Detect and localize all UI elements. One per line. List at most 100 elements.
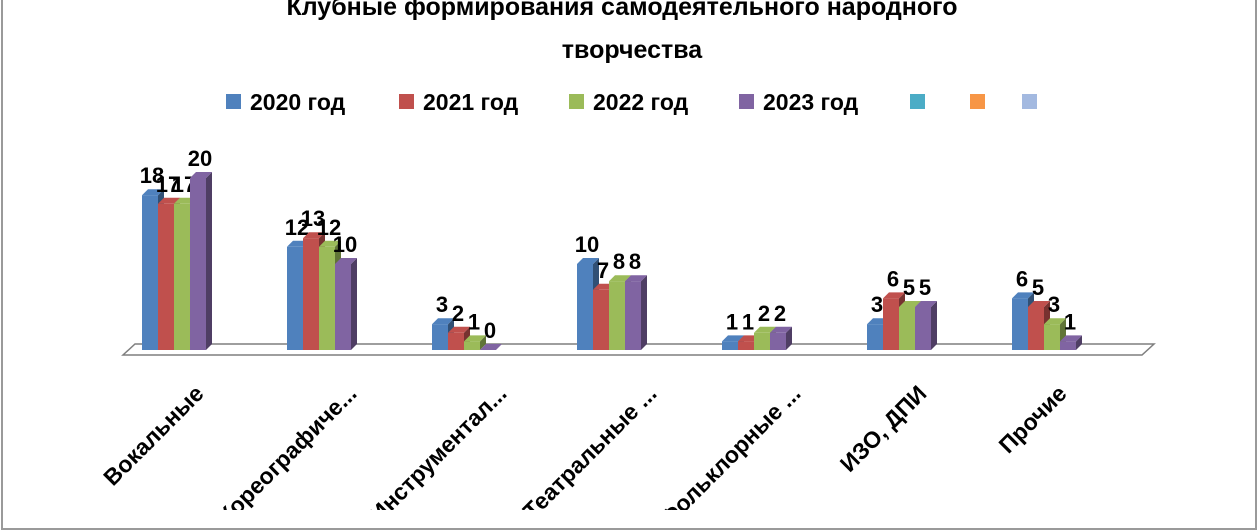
bar-front (174, 203, 190, 350)
bar-value-label: 3 (1048, 292, 1060, 317)
x-tick-label: Прочие (994, 380, 1072, 458)
legend-swatch (910, 94, 925, 109)
bar-front (1044, 324, 1060, 350)
bar-value-label: 8 (613, 249, 625, 274)
x-tick-label: Хореографиче... (212, 380, 362, 510)
bar-value-label: 2 (758, 301, 770, 326)
x-tick-label: Театральные ... (518, 380, 662, 510)
bar-7-series-4 (1060, 335, 1082, 350)
bar-front (577, 264, 593, 350)
bar-front (1060, 341, 1076, 350)
bar-value-label: 1 (742, 309, 754, 334)
bar-value-label: 3 (436, 292, 448, 317)
bar-top (190, 172, 212, 178)
bar-top (883, 292, 905, 299)
chart-legend: 2020 год 2021 год 2022 год 2023 год (226, 89, 1037, 115)
bar-3-series-4 (480, 344, 502, 350)
bar-value-label: 5 (903, 275, 915, 300)
bar-front (319, 246, 335, 350)
bar-value-label: 2 (452, 301, 464, 326)
bar-side (351, 258, 357, 350)
bar-2-series-4 (335, 258, 357, 350)
x-tick-label: Вокальные (98, 380, 208, 490)
bar-front (1012, 298, 1028, 350)
bar-top (754, 326, 776, 333)
legend-swatch (569, 94, 584, 109)
bar-value-label: 6 (1016, 266, 1028, 291)
bar-top (158, 197, 180, 204)
bar-top (432, 318, 454, 325)
bar-front (899, 307, 915, 350)
bar-value-label: 5 (1032, 275, 1044, 300)
bar-side (641, 275, 647, 350)
bar-value-label: 10 (333, 232, 357, 257)
bar-top (625, 275, 647, 282)
bar-value-label: 3 (871, 292, 883, 317)
bar-value-label: 12 (285, 215, 309, 240)
bar-front (609, 281, 625, 350)
bar-front (432, 324, 448, 350)
legend-swatch (970, 94, 985, 109)
bar-top (915, 301, 937, 307)
bar-value-label: 0 (484, 318, 496, 343)
bar-top (1060, 335, 1082, 342)
bar-top (303, 232, 325, 239)
legend-label: 2021 год (423, 89, 519, 115)
bar-top (319, 240, 341, 247)
bar-value-label: 1 (726, 309, 738, 334)
bar-front (915, 307, 931, 350)
bar-value-label: 2 (774, 301, 786, 326)
legend-swatch (1022, 94, 1037, 109)
x-axis-tick-labels: Вокальные Хореографиче... Инструментал... Т… (98, 380, 1071, 510)
bar-side (931, 301, 937, 350)
bar-top (609, 275, 631, 282)
bar-top (1012, 292, 1034, 299)
bar-front (464, 341, 480, 350)
bar-top (722, 335, 744, 342)
legend-label: 2023 год (763, 89, 859, 115)
bar-value-label: 18 (140, 163, 164, 188)
bar-top (464, 335, 486, 342)
bar-front (867, 324, 883, 350)
bar-6-series-4 (915, 301, 937, 350)
bar-top (1028, 301, 1050, 307)
bar-value-label: 1 (468, 309, 480, 334)
bar-top (577, 258, 599, 264)
bar-front (593, 289, 609, 350)
bar-front (335, 264, 351, 350)
bar-front (303, 238, 319, 350)
bar-top (1044, 318, 1066, 325)
x-tick-label: Фольклорные ... (654, 380, 805, 510)
bar-top (448, 326, 470, 333)
chart-title-line1: Клубные формирования самодеятельного нар… (286, 0, 957, 21)
legend-label: 2020 год (250, 89, 346, 115)
bar-front (754, 332, 770, 350)
x-tick-label: ИЗО, ДПИ (835, 380, 932, 477)
bar-1-series-4 (190, 172, 212, 350)
bar-front (1028, 307, 1044, 350)
legend-swatch (399, 94, 414, 109)
bar-value-label: 8 (629, 249, 641, 274)
bar-side (206, 172, 212, 350)
bar-front (190, 178, 206, 350)
bar-front (142, 195, 158, 350)
bar-front (770, 332, 786, 350)
bar-front (287, 246, 303, 350)
bar-5-series-4 (770, 326, 792, 350)
bar-top (899, 301, 921, 307)
bar-side (1076, 335, 1082, 350)
bar-front (883, 298, 899, 350)
bar-top (770, 326, 792, 333)
legend-swatch (739, 94, 754, 109)
bar-chart: Клубные формирования самодеятельного нар… (98, 0, 1156, 510)
bar-value-label: 20 (188, 146, 212, 171)
x-tick-label: Инструментал... (364, 380, 511, 510)
bar-value-label: 1 (1064, 309, 1076, 334)
bar-4-series-4 (625, 275, 647, 350)
bar-value-label: 12 (317, 215, 341, 240)
chart-title-line2: творчества (562, 36, 703, 64)
bar-top (480, 344, 502, 350)
bar-value-label: 13 (301, 206, 325, 231)
bar-front (625, 281, 641, 350)
